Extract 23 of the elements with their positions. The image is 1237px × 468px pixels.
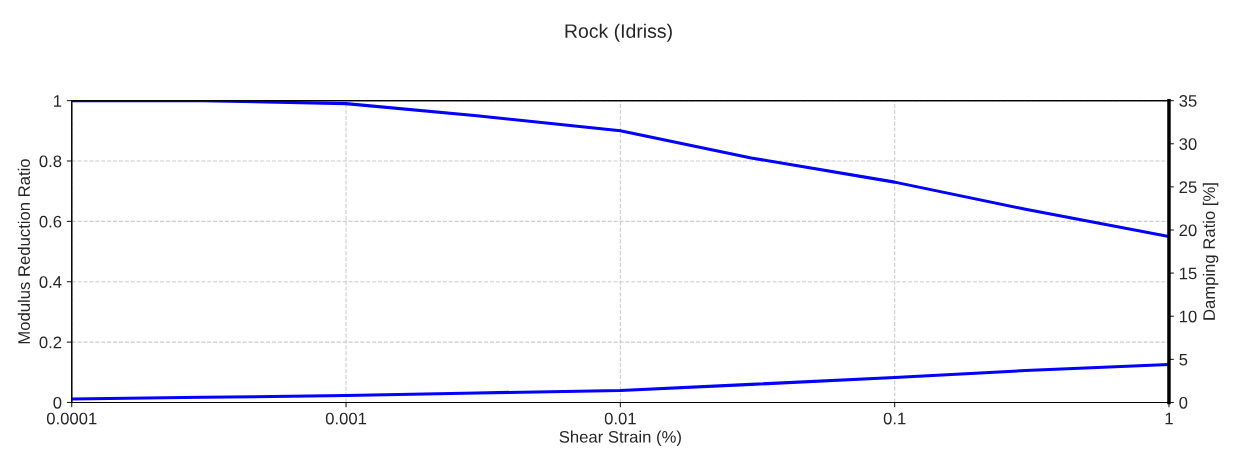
y2-tick-label: 10 <box>1179 310 1197 323</box>
x-tick-label: 1 <box>1165 412 1173 425</box>
y2-tick-label: 30 <box>1179 138 1197 150</box>
y-axis-title: Modulus Reduction Ratio <box>17 159 31 344</box>
y2-axis-title: Damping Ratio [%] <box>1202 183 1219 320</box>
y2-tick-label: 15 <box>1179 267 1197 280</box>
y-tick-label: 0.6 <box>39 215 62 228</box>
chart-title: Rock (Idriss) <box>565 23 672 42</box>
x-tick-label: 0.0001 <box>46 412 97 425</box>
y-tick-label: 0.8 <box>39 155 62 168</box>
y-tick-label: 0 <box>53 396 62 409</box>
x-axis-title: Shear Strain (%) <box>559 430 681 447</box>
y-tick-label: 1 <box>54 95 62 107</box>
y2-tick-label: 25 <box>1179 181 1197 194</box>
x-tick-label: 0.001 <box>325 412 367 425</box>
y2-tick-label: 0 <box>1179 396 1188 409</box>
y2-tick-label: 35 <box>1179 95 1197 107</box>
y2-tick-label: 5 <box>1179 353 1188 366</box>
y-tick-label: 0.2 <box>39 336 62 349</box>
x-tick-label: 0.01 <box>604 412 636 425</box>
y2-tick-label: 20 <box>1179 224 1197 237</box>
x-tick-label: 0.1 <box>883 412 906 425</box>
y-tick-label: 0.4 <box>39 276 62 288</box>
